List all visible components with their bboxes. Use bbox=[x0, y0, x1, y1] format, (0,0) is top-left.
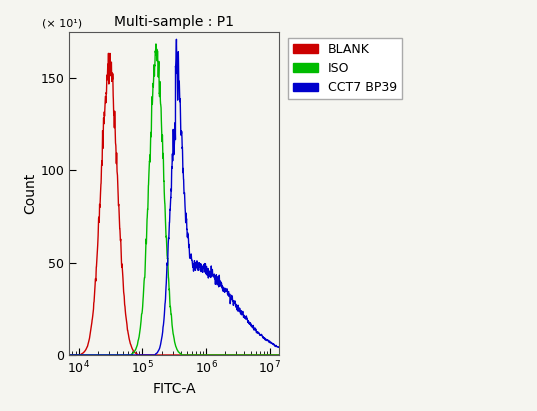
BLANK bbox=[272, 353, 279, 358]
X-axis label: FITC-A: FITC-A bbox=[153, 382, 196, 396]
Title: Multi-sample : P1: Multi-sample : P1 bbox=[114, 15, 234, 29]
ISO bbox=[66, 353, 72, 358]
ISO bbox=[147, 155, 153, 160]
ISO bbox=[153, 42, 159, 46]
BLANK bbox=[103, 94, 109, 99]
CCT7 BP39 bbox=[147, 353, 153, 358]
ISO bbox=[249, 353, 256, 358]
BLANK bbox=[276, 353, 282, 358]
ISO bbox=[156, 62, 162, 67]
CCT7 BP39 bbox=[66, 353, 72, 358]
CCT7 BP39 bbox=[276, 345, 282, 350]
CCT7 BP39 bbox=[90, 353, 96, 358]
BLANK bbox=[147, 353, 153, 358]
Legend: BLANK, ISO, CCT7 BP39: BLANK, ISO, CCT7 BP39 bbox=[288, 38, 402, 99]
CCT7 BP39 bbox=[156, 348, 162, 353]
BLANK bbox=[105, 51, 112, 56]
Line: ISO: ISO bbox=[69, 44, 279, 355]
BLANK bbox=[156, 353, 162, 358]
CCT7 BP39 bbox=[272, 344, 279, 349]
Y-axis label: Count: Count bbox=[24, 173, 38, 214]
BLANK bbox=[90, 310, 96, 315]
Line: CCT7 BP39: CCT7 BP39 bbox=[69, 39, 279, 355]
BLANK bbox=[249, 353, 256, 358]
CCT7 BP39 bbox=[173, 37, 180, 42]
CCT7 BP39 bbox=[249, 325, 256, 330]
Text: (× 10¹): (× 10¹) bbox=[42, 18, 82, 28]
Line: BLANK: BLANK bbox=[69, 53, 279, 355]
CCT7 BP39 bbox=[103, 353, 109, 358]
BLANK bbox=[66, 353, 72, 358]
ISO bbox=[276, 353, 282, 358]
ISO bbox=[103, 353, 109, 358]
ISO bbox=[90, 353, 96, 358]
ISO bbox=[272, 353, 279, 358]
